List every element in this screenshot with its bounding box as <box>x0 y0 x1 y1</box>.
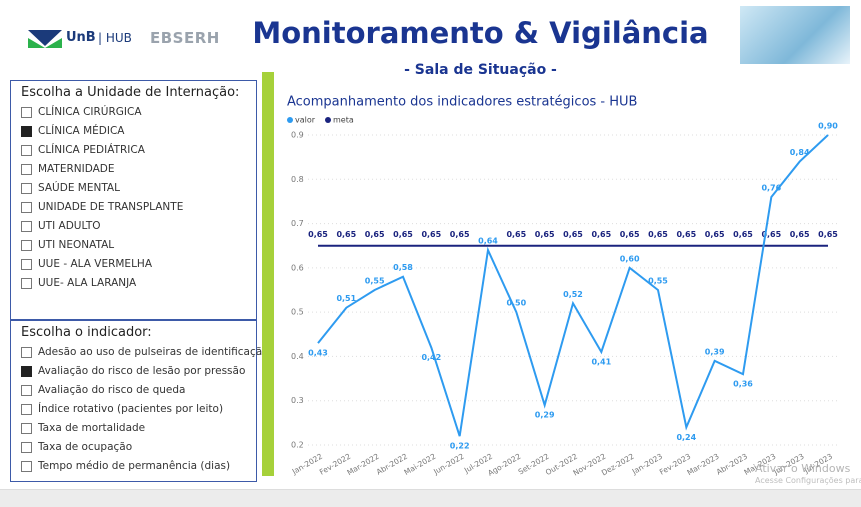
data-label: 0,41 <box>591 358 611 367</box>
watermark: Ativar o Windows <box>755 462 850 475</box>
data-label: 0,84 <box>790 148 810 157</box>
x-tick-label: Ago-2022 <box>486 452 522 478</box>
data-label: 0,24 <box>676 433 696 442</box>
y-tick-label: 0.2 <box>291 441 304 450</box>
chart: Acompanhamento dos indicadores estratégi… <box>0 0 861 489</box>
data-label: 0,39 <box>705 347 725 356</box>
data-label: 0,55 <box>365 277 385 286</box>
data-label: 0,65 <box>591 230 611 239</box>
data-label: 0,64 <box>478 237 498 246</box>
legend-marker <box>287 117 293 123</box>
data-label: 0,65 <box>563 230 583 239</box>
data-label: 0,55 <box>648 277 668 286</box>
x-tick-label: Mar-2023 <box>685 452 720 478</box>
x-tick-label: Jan-2023 <box>630 452 664 477</box>
x-tick-label: Dez-2022 <box>600 452 636 478</box>
data-label: 0,65 <box>393 230 413 239</box>
y-tick-label: 0.6 <box>291 263 304 272</box>
y-tick-label: 0.5 <box>291 308 304 317</box>
data-label: 0,65 <box>450 230 470 239</box>
data-label: 0,58 <box>393 263 413 272</box>
legend-label: valor <box>295 116 316 125</box>
data-label: 0,65 <box>648 230 668 239</box>
data-label: 0,65 <box>535 230 555 239</box>
data-label: 0,29 <box>535 411 555 420</box>
data-label: 0,65 <box>506 230 526 239</box>
dashboard: {"header": {"logo_unb": "UnB", "logo_hub… <box>0 0 861 506</box>
data-label: 0,65 <box>421 230 441 239</box>
y-tick-label: 0.9 <box>291 131 304 140</box>
legend-label: meta <box>333 116 354 125</box>
data-label: 0,65 <box>620 230 640 239</box>
watermark: Acesse Configurações para a <box>755 476 861 485</box>
data-label: 0,51 <box>336 294 356 303</box>
legend-marker <box>325 117 331 123</box>
data-label: 0,65 <box>733 230 753 239</box>
data-label: 0,65 <box>818 230 838 239</box>
data-label: 0,42 <box>421 353 441 362</box>
data-label: 0,65 <box>365 230 385 239</box>
y-tick-label: 0.4 <box>291 352 304 361</box>
data-label: 0,65 <box>336 230 356 239</box>
chart-title: Acompanhamento dos indicadores estratégi… <box>287 95 637 110</box>
data-label: 0,76 <box>761 184 781 193</box>
data-label: 0,60 <box>620 254 640 263</box>
data-label: 0,36 <box>733 380 753 389</box>
x-tick-label: Jun-2022 <box>431 452 466 477</box>
x-tick-label: Jan-2022 <box>290 452 324 477</box>
data-label: 0,43 <box>308 349 328 358</box>
y-tick-label: 0.8 <box>291 175 304 184</box>
series-line <box>318 135 828 436</box>
footer-bar <box>0 489 861 507</box>
data-label: 0,52 <box>563 290 583 299</box>
data-label: 0,22 <box>450 442 470 451</box>
y-tick-label: 0.3 <box>291 396 304 405</box>
y-tick-label: 0.7 <box>291 219 304 228</box>
data-label: 0,65 <box>676 230 696 239</box>
data-label: 0,65 <box>308 230 328 239</box>
data-label: 0,65 <box>705 230 725 239</box>
x-tick-label: Mai-2022 <box>403 452 438 477</box>
data-label: 0,90 <box>818 122 838 131</box>
x-tick-label: Mar-2022 <box>345 452 380 478</box>
data-label: 0,65 <box>790 230 810 239</box>
data-label: 0,50 <box>506 299 526 308</box>
